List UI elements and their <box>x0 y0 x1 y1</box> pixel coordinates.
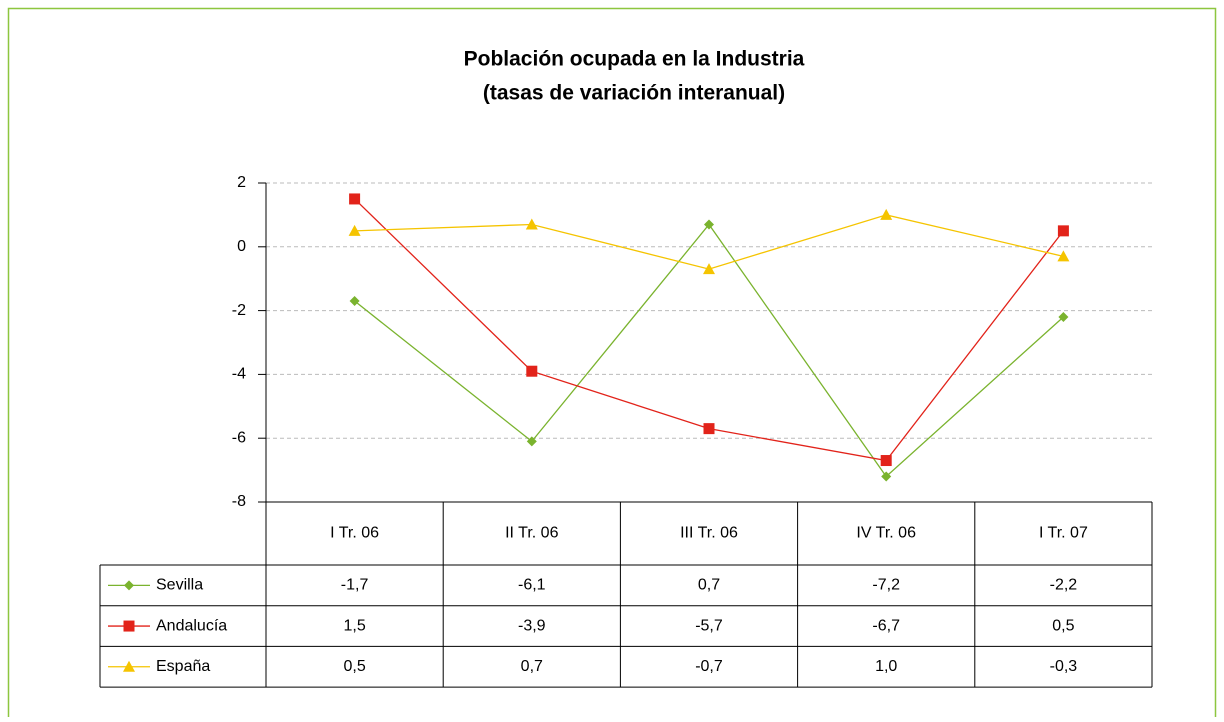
x-tick-label: I Tr. 06 <box>330 525 379 542</box>
x-tick-label: IV Tr. 06 <box>856 525 916 542</box>
marker <box>1057 250 1070 262</box>
table-value: -3,9 <box>518 617 546 634</box>
legend-label: España <box>156 658 210 675</box>
table-value: 1,0 <box>875 658 897 675</box>
y-tick-label: -8 <box>232 493 246 510</box>
table-value: 0,5 <box>343 658 365 675</box>
marker <box>124 580 134 591</box>
table-value: -0,3 <box>1050 658 1078 675</box>
marker <box>349 193 361 205</box>
table-value: 0,5 <box>1052 617 1074 634</box>
x-tick-label: III Tr. 06 <box>680 525 738 542</box>
frame <box>7 7 1217 722</box>
table-value: -1,7 <box>341 577 369 594</box>
y-tick-label: -2 <box>232 302 246 319</box>
marker <box>123 660 135 672</box>
marker <box>1058 311 1069 322</box>
table-value: -0,7 <box>695 658 723 675</box>
marker <box>881 471 892 482</box>
marker <box>525 218 538 230</box>
table-value: -2,2 <box>1050 577 1078 594</box>
table-value: -6,1 <box>518 577 546 594</box>
marker <box>1057 225 1069 237</box>
x-tick-label: II Tr. 06 <box>505 525 558 542</box>
marker <box>348 224 361 236</box>
table-value: -7,2 <box>872 577 900 594</box>
marker <box>123 620 135 632</box>
x-tick-label: I Tr. 07 <box>1039 525 1088 542</box>
table-value: -6,7 <box>872 617 900 634</box>
legend-label: Andalucía <box>156 617 227 634</box>
y-tick-label: 2 <box>237 174 246 191</box>
chart-subtitle: (tasas de variación interanual) <box>483 82 785 105</box>
table-value: 0,7 <box>521 658 543 675</box>
marker <box>880 208 893 220</box>
marker <box>526 365 538 377</box>
y-tick-label: -4 <box>232 366 246 383</box>
chart-title: Población ocupada en la Industria <box>464 48 805 71</box>
y-tick-label: 0 <box>237 238 246 255</box>
marker <box>880 455 892 467</box>
marker <box>526 436 537 447</box>
legend-label: Sevilla <box>156 577 203 594</box>
line <box>354 198 1064 462</box>
table-value: 0,7 <box>698 577 720 594</box>
marker <box>349 296 360 307</box>
y-tick-label: -6 <box>232 429 246 446</box>
marker <box>704 219 714 230</box>
marker <box>703 423 715 435</box>
marker <box>703 263 715 275</box>
table-value: -5,7 <box>695 617 723 634</box>
table-value: 1,5 <box>343 617 365 634</box>
